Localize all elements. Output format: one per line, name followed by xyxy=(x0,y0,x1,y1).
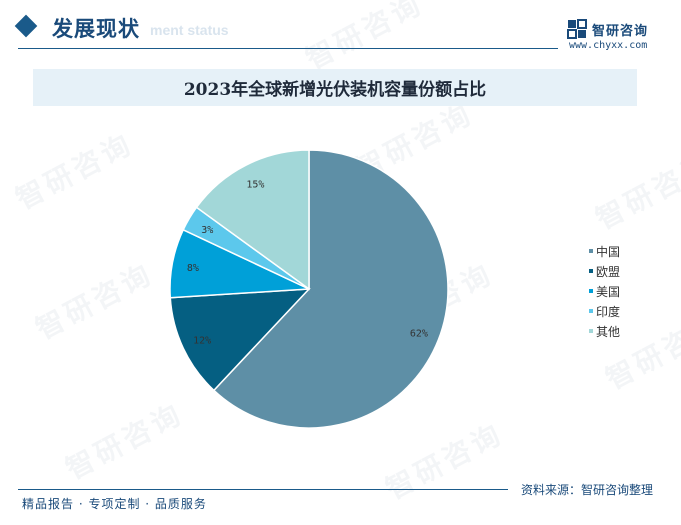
legend-item: 其他 xyxy=(589,321,620,341)
chart-legend: 中国欧盟美国印度其他 xyxy=(589,241,620,341)
pie-label-0: 62% xyxy=(410,328,428,339)
chart-title-banner: 2023年全球新增光伏装机容量份额占比 xyxy=(33,69,637,106)
pie-label-4: 15% xyxy=(246,180,264,191)
legend-swatch xyxy=(589,269,593,273)
legend-label: 印度 xyxy=(596,304,621,319)
legend-swatch xyxy=(589,309,593,313)
legend-item: 中国 xyxy=(589,241,620,261)
chart-title: 2023年全球新增光伏装机容量份额占比 xyxy=(183,80,487,100)
page-title: 发展现状 xyxy=(52,17,140,41)
pie-label-3: 3% xyxy=(201,225,213,236)
legend-swatch xyxy=(589,289,593,293)
pie-slice-0 xyxy=(212,149,449,429)
legend-label: 中国 xyxy=(596,244,621,259)
legend-item: 印度 xyxy=(589,301,620,321)
brand-mark-icon xyxy=(567,19,587,39)
pie-slice-4 xyxy=(195,149,310,291)
legend-item: 美国 xyxy=(589,281,620,301)
brand-name: 智研咨询 xyxy=(592,23,649,39)
pie-slice-1 xyxy=(169,288,311,392)
footer-divider xyxy=(18,489,508,490)
brand-url: www.chyxx.com xyxy=(569,40,648,51)
legend-label: 其他 xyxy=(596,324,621,339)
footer-slogan: 精品报告 · 专项定制 · 品质服务 xyxy=(22,497,207,511)
pie-label-2: 8% xyxy=(187,263,199,274)
legend-label: 欧盟 xyxy=(596,264,621,279)
legend-swatch xyxy=(589,249,593,253)
pie-label-1: 12% xyxy=(193,335,211,346)
legend-label: 美国 xyxy=(596,284,621,299)
header-subtitle: ment status xyxy=(150,22,229,38)
data-source: 资料来源：智研咨询整理 xyxy=(521,483,654,497)
legend-swatch xyxy=(589,329,593,333)
header-divider xyxy=(18,48,558,49)
brand-logo: 智研咨询 xyxy=(567,18,648,40)
legend-item: 欧盟 xyxy=(589,261,620,281)
